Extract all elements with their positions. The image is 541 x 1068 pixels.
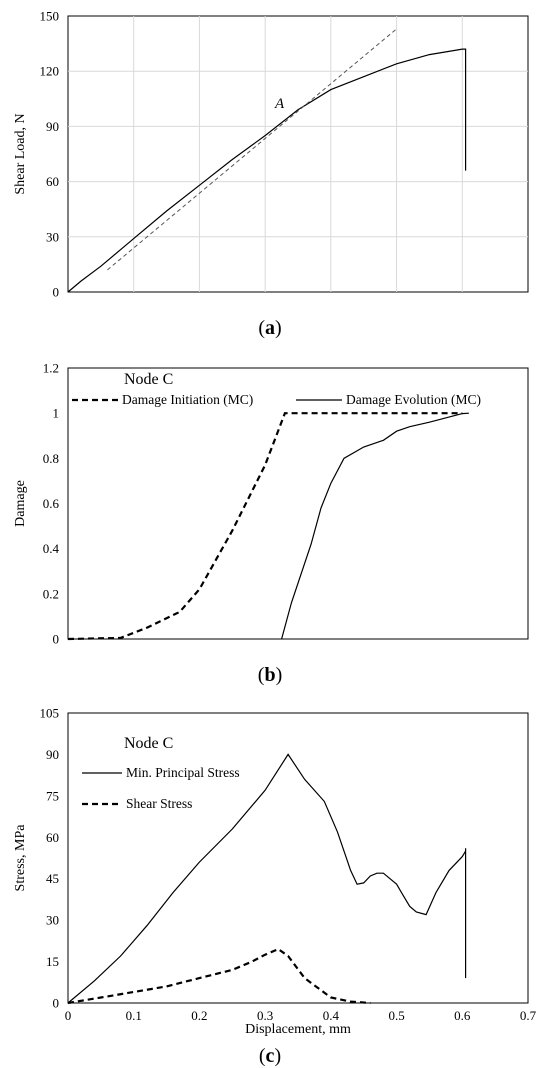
series-line-1 <box>67 48 467 293</box>
y-tick-label: 0 <box>53 996 60 1011</box>
node-label-b: Node C <box>124 371 173 388</box>
x-tick-label: 0.1 <box>126 1008 142 1023</box>
x-tick-label: 0 <box>65 1008 72 1023</box>
y-tick-label: 30 <box>46 229 59 244</box>
series-line-2 <box>67 947 371 1005</box>
y-tick-label: 0.2 <box>43 586 59 601</box>
legend-label: Damage Initiation (MC) <box>122 392 253 407</box>
caption-text: (b) <box>258 664 282 686</box>
y-axis-label-a: Shear Load, N <box>13 113 28 194</box>
annotation-A: A <box>274 96 285 112</box>
caption-a: (a) <box>258 317 281 339</box>
y-tick-label: 0 <box>53 285 60 300</box>
legend-label: Min. Principal Stress <box>126 765 240 780</box>
y-tick-label: 15 <box>46 954 59 969</box>
x-axis-label-c: Displacement, mm <box>245 1022 351 1037</box>
y-tick-label: 0.4 <box>43 541 60 556</box>
y-axis-label-c: Stress, MPa <box>13 824 28 892</box>
gridlines-a <box>68 16 528 292</box>
panel-b: 0 0.2 0.4 0.6 0.8 1 1.2 Damage Node C Damage I… <box>13 361 529 686</box>
x-tick-label: 0.4 <box>323 1008 340 1023</box>
y-tick-labels-b: 0 0.2 0.4 0.6 0.8 1 1.2 <box>43 361 60 647</box>
legend-c: Min. Principal Stress Shear Stress <box>82 765 240 811</box>
y-tick-label: 0 <box>53 632 60 647</box>
y-tick-labels-a: 0 30 60 90 120 150 <box>40 9 60 300</box>
y-tick-label: 75 <box>46 788 59 803</box>
plot-frame-c <box>67 712 529 1004</box>
caption-c: (c) <box>259 1045 281 1067</box>
caption-text: (a) <box>258 317 281 339</box>
y-tick-label: 60 <box>46 174 59 189</box>
series-lines-c <box>67 753 467 1005</box>
legend-label: Damage Evolution (MC) <box>346 392 481 407</box>
series-line-2 <box>281 412 469 640</box>
caption-b: (b) <box>258 664 282 686</box>
plot-frame-b <box>67 367 529 640</box>
series-line-1 <box>67 412 463 641</box>
y-tick-label: 90 <box>46 747 59 762</box>
y-tick-label: 60 <box>46 830 59 845</box>
x-tick-label: 0.7 <box>520 1008 537 1023</box>
x-tick-label: 0.3 <box>257 1008 273 1023</box>
y-tick-label: 1 <box>53 406 60 421</box>
panel-a: 0 30 60 90 120 150 Shear Load, N A (a) <box>13 9 529 339</box>
y-tick-label: 45 <box>46 871 59 886</box>
plot-frame-a <box>67 15 529 293</box>
x-tick-labels-c: 0 0.1 0.2 0.3 0.4 0.5 0.6 0.7 <box>65 1008 537 1023</box>
legend-label: Shear Stress <box>126 796 192 811</box>
y-tick-label: 0.8 <box>43 451 59 466</box>
x-tick-label: 0.2 <box>191 1008 207 1023</box>
y-tick-label: 90 <box>46 119 59 134</box>
y-tick-label: 0.6 <box>43 496 60 511</box>
legend-b: Damage Initiation (MC) Damage Evolution (… <box>72 392 481 407</box>
series-lines-b <box>67 412 469 641</box>
y-tick-label: 30 <box>46 913 59 928</box>
x-tick-label: 0.6 <box>454 1008 471 1023</box>
series-line-2 <box>107 28 397 271</box>
series-lines-a <box>67 28 467 293</box>
caption-text: (c) <box>259 1045 281 1067</box>
y-tick-label: 1.2 <box>43 361 59 376</box>
series-line-1 <box>67 753 467 1004</box>
y-tick-label: 150 <box>40 9 60 24</box>
y-axis-label-b: Damage <box>13 480 28 527</box>
node-label-c: Node C <box>124 735 173 752</box>
y-tick-label: 105 <box>40 706 60 721</box>
x-tick-label: 0.5 <box>388 1008 404 1023</box>
y-tick-label: 120 <box>40 64 60 79</box>
y-tick-labels-c: 0 15 30 45 60 75 90 105 <box>40 706 60 1011</box>
